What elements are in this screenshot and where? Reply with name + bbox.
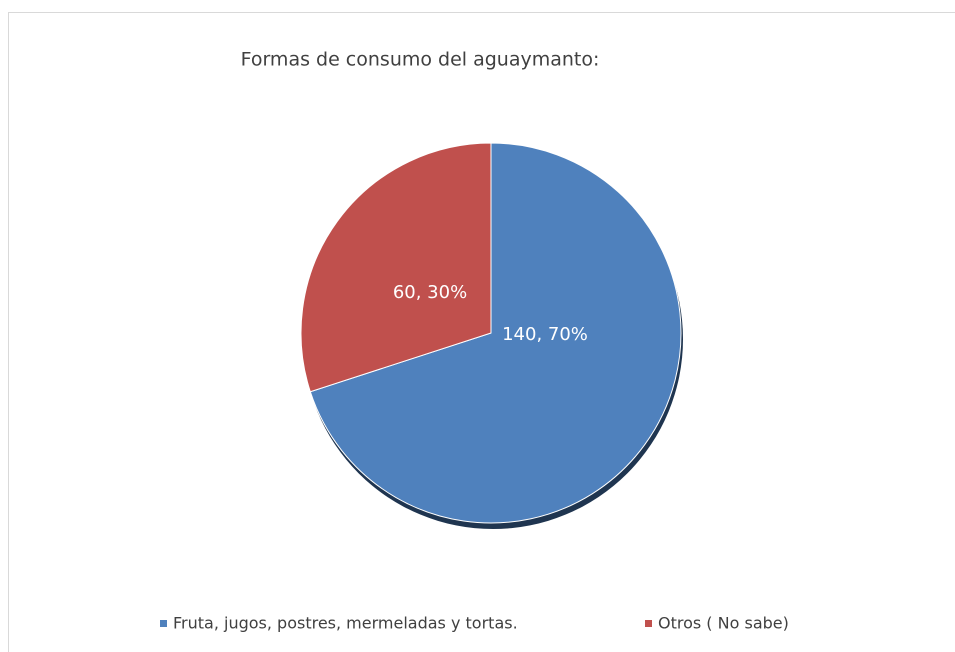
data-label: 140, 70% <box>502 324 588 345</box>
data-label: 60, 30% <box>393 282 467 303</box>
pie-slice <box>309 142 682 524</box>
legend-swatch <box>160 620 167 627</box>
pie-slice <box>300 142 492 393</box>
legend-label: Fruta, jugos, postres, mermeladas y tort… <box>173 614 518 633</box>
chart-title: Formas de consumo del aguaymanto: <box>241 49 600 71</box>
legend-label: Otros ( No sabe) <box>658 614 789 633</box>
legend-swatch <box>645 620 652 627</box>
